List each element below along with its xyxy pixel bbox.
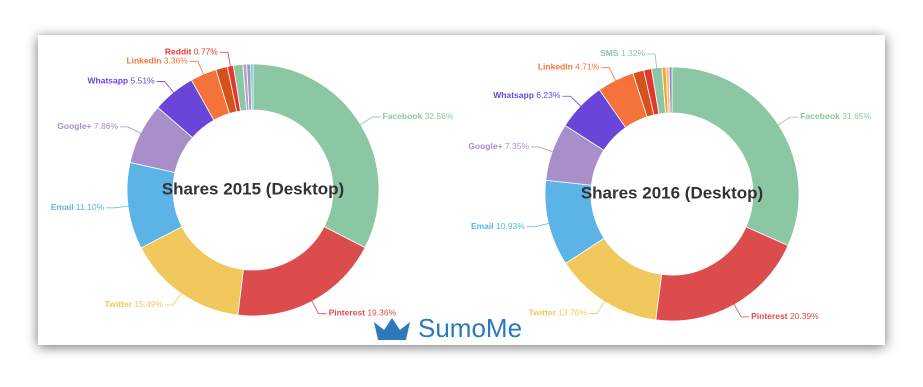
slice-value: 19.36% bbox=[367, 308, 396, 318]
slice-label: Pinterest 19.36% bbox=[329, 308, 397, 318]
slice-label: Whatsapp 6.23% bbox=[493, 90, 561, 100]
leader-line bbox=[531, 146, 555, 153]
slice-label: Google+ 7.35% bbox=[468, 141, 529, 151]
slice-value: 4.71% bbox=[575, 62, 600, 72]
leader-line bbox=[189, 60, 205, 77]
slice-name: Pinterest bbox=[329, 308, 366, 318]
slice-label: Twitter 15.49% bbox=[105, 299, 164, 309]
leader-line bbox=[601, 67, 617, 83]
leader-line bbox=[526, 222, 551, 228]
slice-value: 10.93% bbox=[496, 221, 525, 231]
slice-value: 13.76% bbox=[558, 308, 587, 318]
slice-label: LinkedIn 3.36% bbox=[126, 56, 188, 66]
leader-line bbox=[106, 205, 131, 209]
slice-name: Facebook bbox=[800, 111, 840, 121]
slice-name: Google+ bbox=[468, 141, 502, 151]
slice-name: Whatsapp bbox=[493, 90, 534, 100]
leader-line bbox=[776, 116, 799, 127]
slice-name: LinkedIn bbox=[538, 62, 573, 72]
leader-line bbox=[165, 291, 183, 306]
leader-line bbox=[219, 51, 232, 69]
slice-name: Twitter bbox=[105, 299, 133, 309]
slice-label: Email 10.93% bbox=[471, 221, 525, 231]
donut-slice bbox=[252, 63, 380, 249]
slice-label: SMS 1.32% bbox=[600, 48, 645, 58]
slice-name: Pinterest bbox=[751, 311, 788, 321]
slice-value: 7.35% bbox=[505, 141, 530, 151]
donut-slice bbox=[250, 63, 254, 111]
donut-slice bbox=[671, 66, 800, 247]
slice-name: Email bbox=[51, 202, 74, 212]
slice-name: Whatsapp bbox=[88, 76, 129, 86]
chart-title: Shares 2015 (Desktop) bbox=[162, 179, 344, 198]
slice-label: Twitter 13.76% bbox=[529, 308, 588, 318]
slice-value: 20.39% bbox=[790, 311, 819, 321]
leader-line bbox=[156, 81, 176, 95]
leader-line bbox=[732, 302, 750, 318]
slice-value: 31.65% bbox=[842, 111, 871, 121]
slice-value: 1.32% bbox=[621, 48, 646, 58]
slice-value: 0.77% bbox=[194, 47, 219, 57]
slice-value: 3.36% bbox=[164, 56, 189, 66]
slice-value: 15.49% bbox=[134, 299, 163, 309]
slice-name: Twitter bbox=[529, 308, 557, 318]
slice-label: Pinterest 20.39% bbox=[751, 311, 819, 321]
leader-line bbox=[120, 126, 143, 135]
slice-name: Reddit bbox=[165, 47, 192, 57]
brand-name: SumoMe bbox=[418, 313, 522, 343]
slice-label: Facebook 32.56% bbox=[383, 111, 454, 121]
donut-slice bbox=[668, 66, 673, 114]
slice-label: Reddit 0.77% bbox=[165, 47, 218, 57]
slice-value: 5.51% bbox=[131, 76, 156, 86]
leader-line bbox=[647, 53, 658, 70]
logo: SumoMe bbox=[374, 313, 522, 343]
leader-line bbox=[358, 116, 381, 126]
slice-value: 11.10% bbox=[76, 202, 105, 212]
slice-name: Email bbox=[471, 221, 494, 231]
slice-value: 32.56% bbox=[425, 111, 454, 121]
leader-line bbox=[310, 299, 327, 315]
slice-value: 6.23% bbox=[536, 90, 561, 100]
slice-name: SMS bbox=[600, 48, 619, 58]
slice-name: Facebook bbox=[383, 111, 423, 121]
slice-name: LinkedIn bbox=[126, 56, 161, 66]
slice-label: Facebook 31.65% bbox=[800, 111, 871, 121]
leader-line bbox=[589, 299, 606, 314]
slice-name: Google+ bbox=[57, 121, 91, 131]
leader-line bbox=[562, 95, 583, 108]
crown-icon bbox=[374, 318, 410, 340]
chart-title: Shares 2016 (Desktop) bbox=[581, 183, 763, 202]
slice-label: Google+ 7.86% bbox=[57, 121, 118, 131]
slice-label: Whatsapp 5.51% bbox=[88, 76, 156, 86]
slice-value: 7.86% bbox=[94, 121, 119, 131]
slice-label: Email 11.10% bbox=[51, 202, 105, 212]
slice-label: LinkedIn 4.71% bbox=[538, 62, 600, 72]
